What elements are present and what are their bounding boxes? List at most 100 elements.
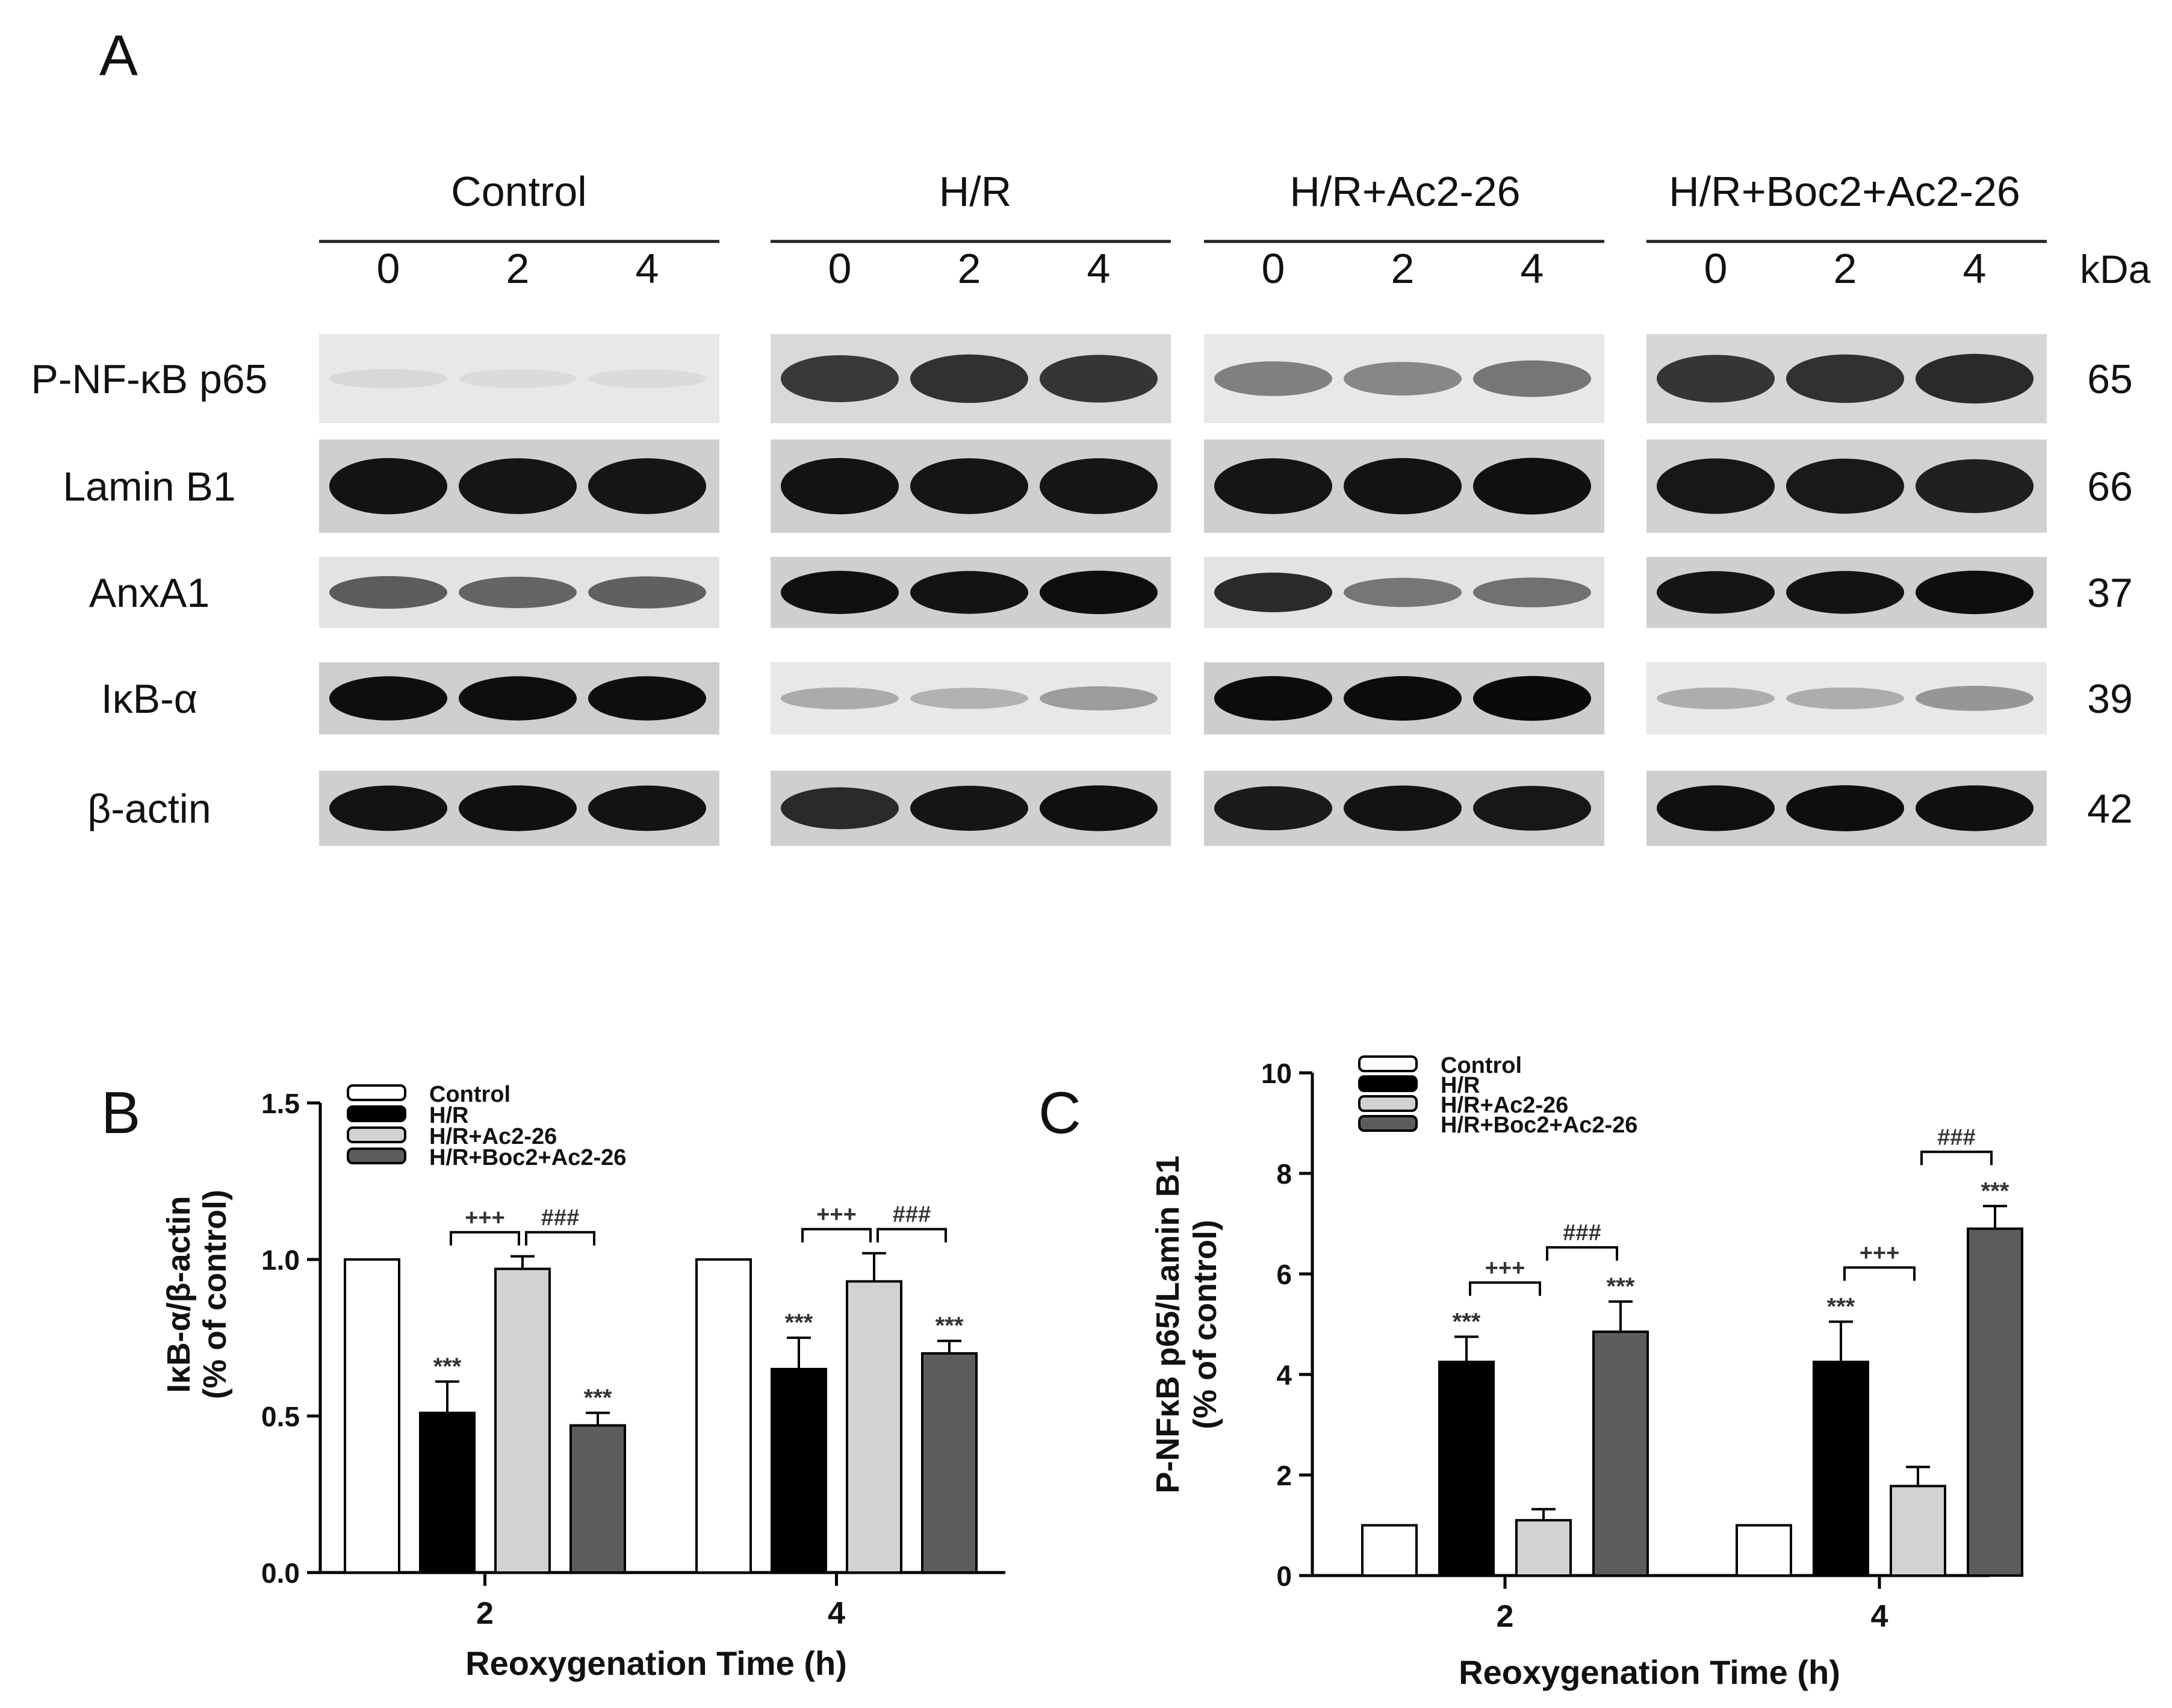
blot-band xyxy=(1344,362,1462,396)
blot-rows: P-NF-κB p65 65 Lamin B1 66 AnxA1 37 IκB-α 39 β-a… xyxy=(31,334,2133,846)
x-tick-label: 2 xyxy=(1497,1599,1514,1634)
blot-band xyxy=(1657,785,1775,831)
legend-entry: H/R+Boc2+Ac2-26 xyxy=(429,1145,626,1170)
blot-strip xyxy=(1204,557,1604,628)
bar xyxy=(344,1258,400,1574)
bar xyxy=(1736,1524,1792,1577)
legend-swatch xyxy=(1358,1115,1418,1132)
chart-b-plot: 0.0 0.5 1.0 1.5 2 *** *** +++ ### 4 *** *** +++ ### Co… xyxy=(261,1082,1005,1631)
blot-kda-value: 39 xyxy=(2087,676,2133,722)
lane-label: 0 xyxy=(1262,245,1285,292)
x-tick-label: 4 xyxy=(828,1596,845,1631)
blot-band xyxy=(910,354,1028,403)
group-label-hr-boc2-ac2-26: H/R+Boc2+Ac2-26 xyxy=(1669,168,2020,215)
blot-band xyxy=(910,688,1028,709)
blot-band xyxy=(1657,571,1775,614)
blot-strip xyxy=(1204,334,1604,423)
bracket-ac2-26-vs-boc2 xyxy=(1920,1151,1993,1166)
significance-stars: *** xyxy=(1607,1273,1635,1300)
legend-swatch xyxy=(347,1105,406,1122)
blot-band xyxy=(1214,458,1332,514)
blot-band xyxy=(1786,458,1904,514)
comparison-symbol: +++ xyxy=(1485,1255,1525,1281)
legend-swatch xyxy=(347,1126,406,1143)
y-tick-label: 6 xyxy=(1276,1259,1292,1290)
bar xyxy=(1438,1361,1495,1577)
legend-entry: Control xyxy=(1441,1053,1522,1078)
y-tick-label: 0 xyxy=(1276,1560,1292,1592)
blot-strip xyxy=(1204,662,1604,734)
blot-band xyxy=(1214,573,1332,612)
blot-band xyxy=(1214,676,1332,721)
blot-strip xyxy=(771,771,1171,846)
blot-band xyxy=(459,458,577,514)
blot-kda-value: 66 xyxy=(2087,464,2133,510)
western-blot-panel: A Control H/R H/R+Ac2-26 H/R+Boc2+Ac2-26… xyxy=(31,23,2151,846)
blot-band xyxy=(1473,458,1591,515)
y-tick-label: 2 xyxy=(1276,1460,1292,1491)
legend-entry: H/R+Boc2+Ac2-26 xyxy=(1441,1113,1637,1138)
blot-band xyxy=(781,458,899,515)
blot-strip xyxy=(771,557,1171,628)
blot-band xyxy=(329,368,447,389)
blot-strip xyxy=(1646,439,2047,533)
blot-strip xyxy=(1646,771,2047,846)
bar xyxy=(846,1280,902,1574)
bar xyxy=(1515,1519,1572,1577)
blot-strip xyxy=(319,771,719,846)
lane-label: 0 xyxy=(828,245,852,292)
legend-entry: Control xyxy=(429,1082,510,1107)
blot-band xyxy=(588,369,706,388)
lane-labels: 0 2 4 0 2 4 0 2 4 0 2 4 xyxy=(377,245,1987,292)
blot-band xyxy=(1344,785,1462,831)
panel-b-y-axis-label-unit: (% of control) xyxy=(197,1190,233,1399)
blot-band xyxy=(329,458,447,515)
blot-band xyxy=(1040,686,1158,711)
blot-band xyxy=(1473,577,1591,607)
comparison-symbol: ### xyxy=(541,1205,579,1231)
blot-band xyxy=(781,571,899,614)
y-tick-label: 1.0 xyxy=(261,1244,300,1276)
blot-row-label: IκB-α xyxy=(101,676,197,722)
blot-band xyxy=(781,355,899,403)
bar xyxy=(569,1424,626,1574)
blot-band xyxy=(781,787,899,830)
x-tick-label: 4 xyxy=(1871,1599,1888,1634)
comparison-symbol: +++ xyxy=(816,1202,857,1228)
bar xyxy=(1967,1227,2023,1577)
y-tick-label: 0.0 xyxy=(261,1557,300,1589)
blot-row-label: P-NF-κB p65 xyxy=(31,356,268,402)
blot-strip xyxy=(319,334,719,423)
lane-label: 4 xyxy=(636,245,659,292)
lane-label: 0 xyxy=(1704,245,1728,292)
bracket-hr-vs-ac2-26 xyxy=(1843,1266,1916,1281)
legend-swatch xyxy=(1358,1055,1418,1072)
blot-strip xyxy=(1204,439,1604,533)
blot-band xyxy=(1916,353,2034,404)
bracket-hr-vs-ac2-26 xyxy=(801,1228,872,1243)
blot-row-label: AnxA1 xyxy=(89,570,209,616)
bar xyxy=(1890,1485,1946,1577)
blot-band xyxy=(1786,687,1904,710)
blot-row-label: β-actin xyxy=(87,786,211,832)
comparison-symbol: ### xyxy=(1937,1125,1975,1150)
blot-band xyxy=(1040,785,1158,831)
comparison-symbol: ### xyxy=(1563,1220,1601,1246)
blot-strip xyxy=(319,557,719,628)
blot-strip xyxy=(319,662,719,734)
legend-swatch xyxy=(1358,1075,1418,1092)
significance-stars: *** xyxy=(936,1312,964,1339)
legend-swatch xyxy=(347,1147,406,1164)
bracket-ac2-26-vs-boc2 xyxy=(1546,1246,1618,1261)
blot-band xyxy=(1916,785,2034,831)
blot-strip xyxy=(771,439,1171,533)
blot-band xyxy=(910,458,1028,514)
panel-b-letter: B xyxy=(101,1079,140,1146)
blot-band xyxy=(588,576,706,609)
bar xyxy=(771,1368,827,1574)
blot-band xyxy=(910,786,1028,831)
bracket-hr-vs-ac2-26 xyxy=(1469,1281,1541,1296)
significance-stars: *** xyxy=(1453,1308,1481,1335)
panel-c-y-axis-label: P-NFκB p65/Lamin B1 xyxy=(1150,1155,1186,1493)
